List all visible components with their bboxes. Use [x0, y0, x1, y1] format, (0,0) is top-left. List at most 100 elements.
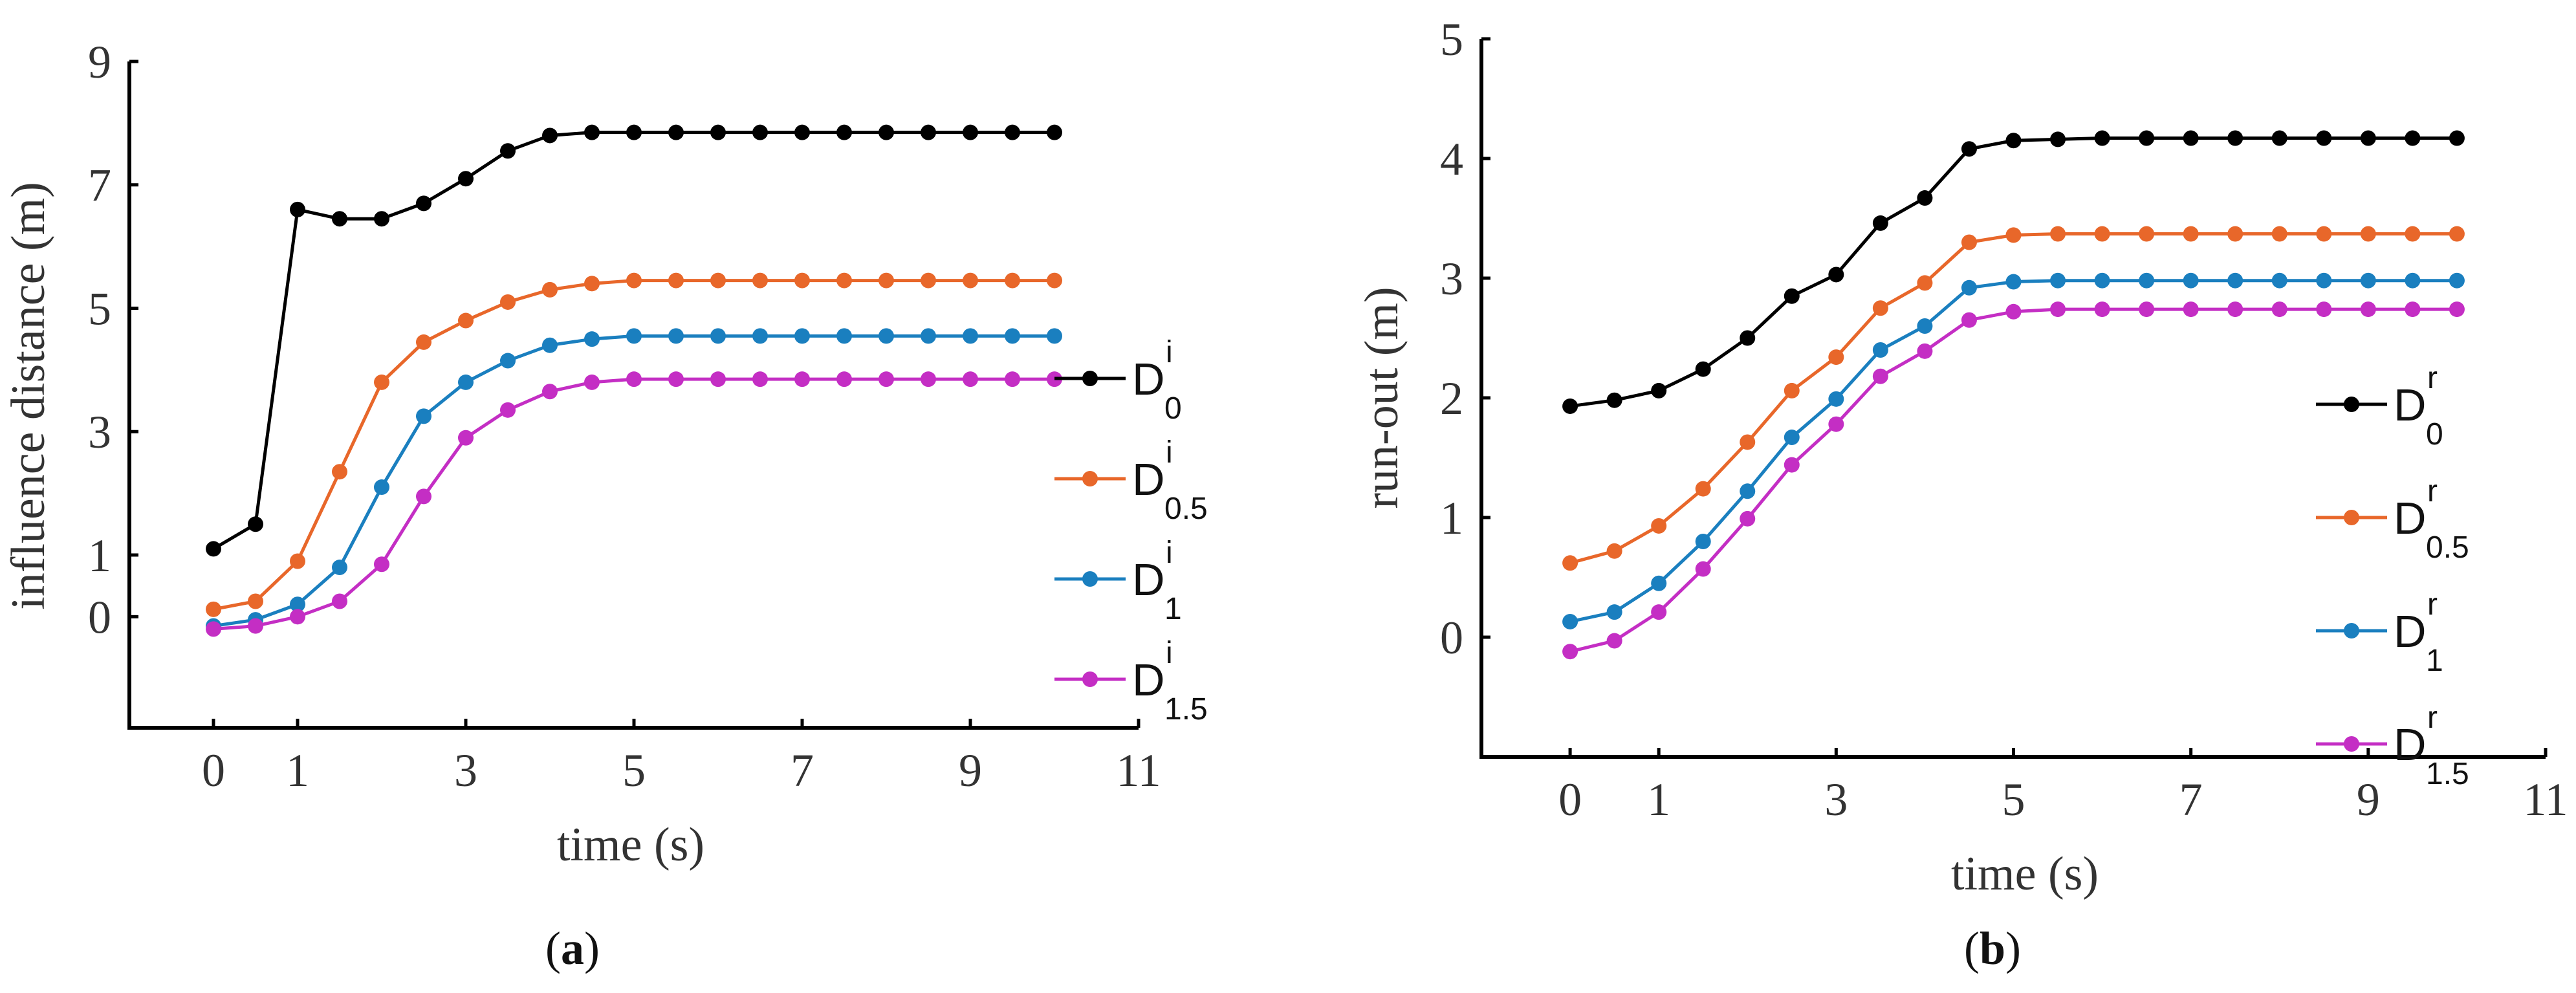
chart-a-point-1-13 — [752, 272, 768, 289]
chart-a-point-3-3 — [332, 593, 347, 609]
chart-b-point-2-11 — [2050, 272, 2066, 289]
chart-b-point-2-20 — [2449, 272, 2465, 289]
chart-b-point-0-3 — [1695, 361, 1711, 377]
chart-a-point-1-6 — [458, 312, 474, 329]
chart-a-legend-label-0: D — [1132, 354, 1165, 404]
chart-b-panel-letter: b — [1980, 922, 2005, 974]
chart-a-point-3-11 — [668, 371, 684, 387]
chart-b-xlabel: time (s) — [1951, 847, 2099, 900]
chart-b-point-2-0 — [1562, 613, 1578, 629]
chart-b-point-1-17 — [2316, 226, 2332, 242]
chart-a-point-3-9 — [584, 374, 600, 390]
chart-b-point-3-4 — [1740, 510, 1756, 527]
chart-a-point-2-19 — [1005, 328, 1020, 344]
chart-b-point-2-12 — [2094, 272, 2110, 289]
chart-b-legend-sup-1: r — [2427, 474, 2438, 508]
chart-a-point-0-13 — [752, 124, 768, 140]
chart-b-point-1-20 — [2449, 226, 2465, 242]
chart-b-point-3-10 — [2005, 303, 2022, 320]
chart-b-xtick-label-3: 5 — [2002, 774, 2025, 825]
chart-b-point-1-0 — [1562, 555, 1578, 571]
chart-b-legend-marker-0 — [2344, 397, 2359, 412]
chart-b-point-3-17 — [2316, 301, 2332, 318]
chart-a-ytick-label-5: 9 — [88, 36, 111, 88]
chart-a-point-1-17 — [921, 272, 936, 289]
chart-b-point-2-6 — [1828, 391, 1844, 407]
chart-b-xtick-label-4: 7 — [2179, 774, 2203, 825]
chart-b-point-3-19 — [2405, 301, 2421, 318]
chart-b-point-1-1 — [1606, 543, 1622, 559]
chart-a-ylabel: influence distance (m) — [2, 182, 55, 610]
chart-a-legend-marker-2 — [1082, 571, 1098, 587]
chart-a-legend-marker-0 — [1082, 371, 1098, 386]
chart-a-point-2-12 — [710, 328, 726, 344]
chart-a-point-0-19 — [1005, 124, 1020, 140]
chart-b-point-1-19 — [2405, 226, 2421, 242]
chart-a-point-0-6 — [458, 171, 474, 187]
chart-a-point-0-1 — [248, 516, 263, 532]
chart-a-point-1-20 — [1047, 272, 1062, 289]
chart-a-legend-sup-1: i — [1166, 435, 1173, 470]
chart-b-point-1-16 — [2271, 226, 2287, 242]
chart-a-point-2-6 — [458, 374, 474, 390]
chart-b-point-3-5 — [1784, 457, 1800, 473]
chart-a-point-0-0 — [206, 541, 221, 557]
chart-a-point-3-18 — [963, 371, 978, 387]
chart-a-point-0-16 — [879, 124, 894, 140]
chart-b-point-3-20 — [2449, 301, 2465, 318]
chart-b-legend-sub-1: 0.5 — [2426, 530, 2469, 565]
chart-a-point-3-0 — [206, 621, 221, 637]
chart-b-point-1-10 — [2005, 227, 2022, 243]
chart-b-point-0-9 — [1961, 141, 1977, 157]
chart-b-ytick-label-2: 2 — [1440, 373, 1463, 424]
chart-a-point-1-5 — [416, 334, 431, 350]
chart-a-legend-sub-2: 1 — [1164, 592, 1182, 626]
chart-b-point-0-6 — [1828, 267, 1844, 283]
chart-a-point-3-14 — [794, 371, 810, 387]
chart-a-point-2-13 — [752, 328, 768, 344]
chart-b-point-3-11 — [2050, 301, 2066, 318]
chart-b-point-0-8 — [1917, 190, 1933, 206]
chart-b-series-line-3 — [1569, 307, 2457, 653]
chart-b-legend-sup-3: r — [2427, 701, 2438, 735]
chart-b-point-2-1 — [1606, 604, 1622, 620]
chart-a-point-2-9 — [584, 331, 600, 347]
chart-a-legend-label-1: D — [1132, 454, 1165, 505]
chart-b-point-2-14 — [2183, 272, 2199, 289]
chart-a-point-2-8 — [542, 337, 558, 353]
chart-b-point-2-2 — [1651, 575, 1667, 591]
chart-a-point-1-16 — [879, 272, 894, 289]
chart-a-legend-sup-2: i — [1166, 536, 1173, 570]
chart-b-point-3-15 — [2227, 301, 2243, 318]
chart-a-point-1-4 — [374, 374, 389, 390]
chart-b-ytick-label-4: 4 — [1440, 133, 1463, 185]
chart-b-point-0-12 — [2094, 130, 2110, 146]
chart-a-xtick-label-0: 0 — [202, 745, 225, 796]
chart-b-point-2-3 — [1695, 534, 1711, 549]
chart-b-point-3-9 — [1961, 312, 1977, 328]
chart-a-xlabel: time (s) — [557, 818, 704, 871]
chart-b-legend-label-2: D — [2394, 606, 2427, 657]
chart-b-ytick-label-0: 0 — [1440, 612, 1463, 664]
chart-b-point-3-16 — [2271, 301, 2287, 318]
chart-b-point-1-18 — [2360, 226, 2376, 242]
chart-b-legend-label-0: D — [2394, 380, 2427, 430]
chart-a-point-0-17 — [921, 124, 936, 140]
chart-a-point-3-19 — [1005, 371, 1020, 387]
chart-b-xtick-label-5: 9 — [2357, 774, 2380, 825]
chart-b-point-2-8 — [1917, 318, 1933, 334]
chart-a-legend-label-2: D — [1132, 554, 1165, 605]
chart-a-point-0-4 — [374, 211, 389, 227]
chart-b-point-1-14 — [2183, 226, 2199, 242]
chart-b-point-2-9 — [1961, 279, 1977, 296]
chart-a-axes — [127, 61, 1139, 730]
chart-b-point-3-3 — [1695, 561, 1711, 577]
chart-b-legend-sup-2: r — [2427, 587, 2438, 622]
chart-b-point-1-9 — [1961, 234, 1977, 250]
chart-a-point-3-15 — [836, 371, 852, 387]
chart-b-ylabel: run-out (m) — [1355, 287, 1408, 508]
chart-a-point-3-13 — [752, 371, 768, 387]
chart-a-point-0-12 — [710, 124, 726, 140]
